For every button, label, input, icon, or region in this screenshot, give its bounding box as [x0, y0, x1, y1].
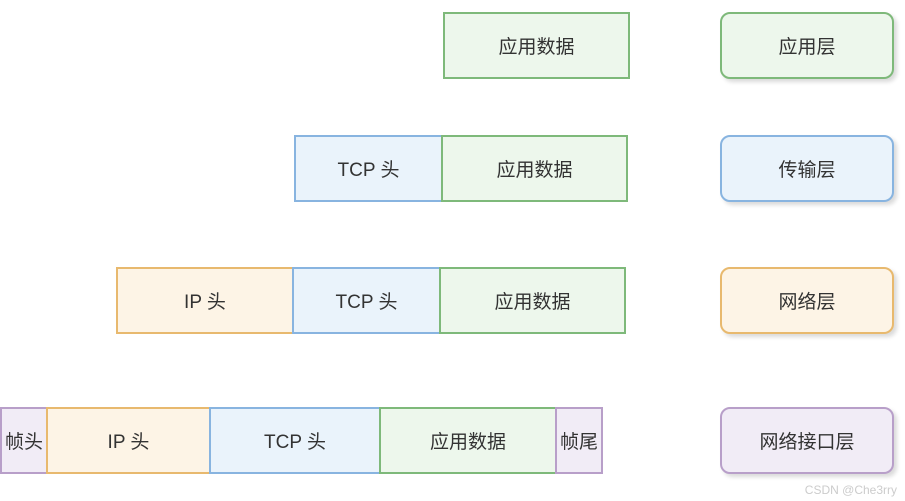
encapsulation-row: TCP 头应用数据	[294, 135, 628, 202]
appdata-segment: 应用数据	[443, 12, 630, 79]
tcp-segment: TCP 头	[209, 407, 381, 474]
tcp-segment: TCP 头	[292, 267, 441, 334]
appdata-segment: 应用数据	[441, 135, 628, 202]
layer-label-box: 应用层	[720, 12, 894, 79]
watermark: CSDN @Che3rry	[805, 483, 897, 497]
tcp-segment: TCP 头	[294, 135, 443, 202]
ip-segment: IP 头	[46, 407, 211, 474]
layer-label-box: 网络接口层	[720, 407, 894, 474]
appdata-segment: 应用数据	[379, 407, 557, 474]
frametail-segment: 帧尾	[555, 407, 603, 474]
appdata-segment: 应用数据	[439, 267, 626, 334]
framehead-segment: 帧头	[0, 407, 48, 474]
layer-label-box: 网络层	[720, 267, 894, 334]
encapsulation-row: 应用数据	[443, 12, 630, 79]
encapsulation-row: IP 头TCP 头应用数据	[116, 267, 626, 334]
encapsulation-row: 帧头IP 头TCP 头应用数据帧尾	[0, 407, 603, 474]
layer-label-box: 传输层	[720, 135, 894, 202]
ip-segment: IP 头	[116, 267, 294, 334]
